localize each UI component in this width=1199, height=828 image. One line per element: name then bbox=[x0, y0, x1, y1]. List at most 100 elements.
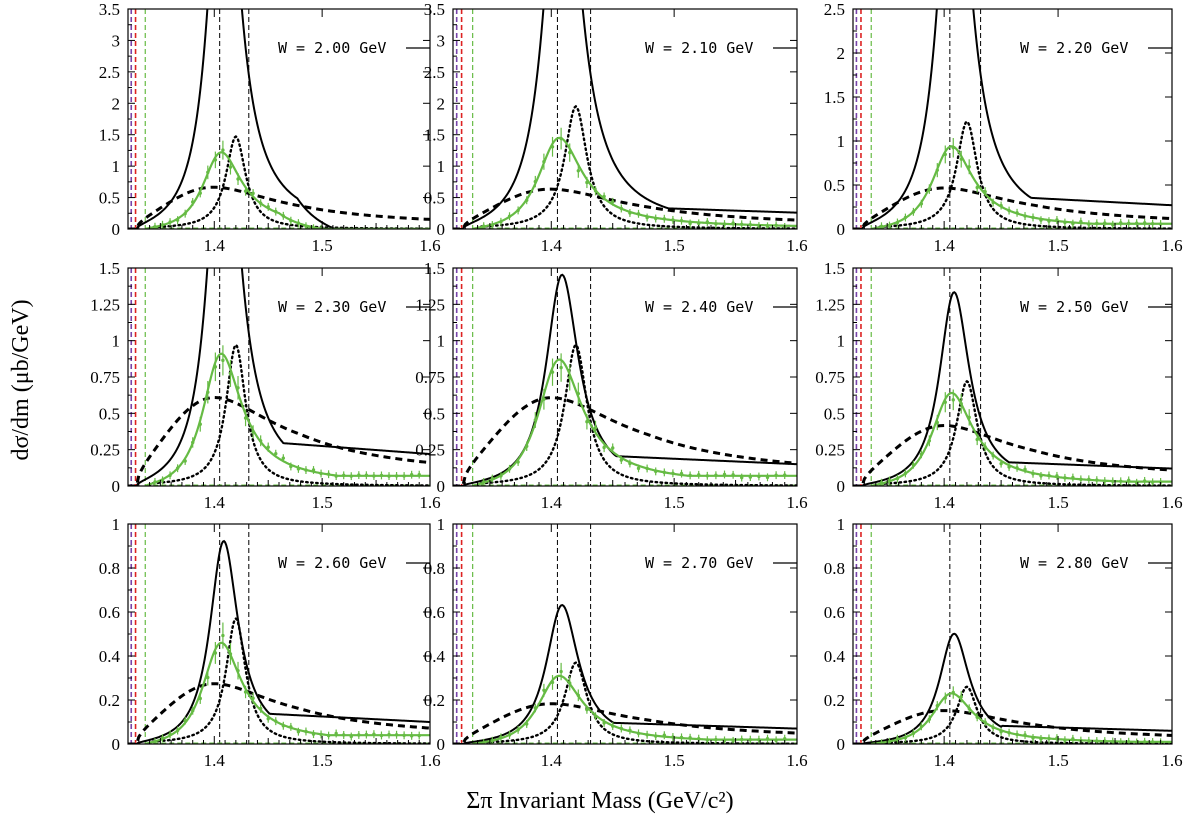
data-point bbox=[602, 445, 606, 450]
w-label: W = 2.60 GeV bbox=[278, 554, 386, 572]
plot-area bbox=[853, 524, 1172, 744]
data-point bbox=[191, 440, 195, 445]
y-tick-label: 1 bbox=[837, 332, 846, 351]
x-tick-label: 1.6 bbox=[786, 751, 807, 770]
y-tick-label: 0 bbox=[112, 477, 121, 496]
y-tick-label: 0.4 bbox=[424, 647, 446, 666]
data-point bbox=[951, 690, 955, 695]
data-point bbox=[611, 446, 615, 450]
x-tick-label: 1.6 bbox=[419, 751, 440, 770]
data-point bbox=[697, 473, 701, 477]
data-point bbox=[175, 728, 180, 733]
data-point bbox=[679, 471, 684, 476]
data-point bbox=[1079, 219, 1083, 224]
data-point bbox=[1150, 221, 1155, 226]
data-point bbox=[951, 398, 955, 402]
data-point bbox=[783, 736, 787, 741]
x-tick-label: 1.4 bbox=[204, 751, 226, 770]
data-point bbox=[740, 475, 744, 480]
x-tick-label: 1.5 bbox=[312, 236, 333, 255]
solid-curve bbox=[128, 539, 430, 744]
data-point bbox=[911, 731, 916, 736]
y-tick-label: 1.5 bbox=[424, 259, 445, 278]
data-point bbox=[236, 386, 240, 390]
y-tick-label: 1 bbox=[837, 515, 846, 534]
panel-5: 0 0.25 0.5 0.75 1 1.25 1.5 1.4 1.5 1.6 W = 2.40 Ge… bbox=[415, 259, 807, 512]
data-point bbox=[1047, 473, 1051, 478]
data-point bbox=[394, 733, 399, 737]
y-tick-label: 0.4 bbox=[99, 647, 121, 666]
data-point bbox=[175, 218, 180, 222]
data-point bbox=[160, 223, 165, 227]
data-point bbox=[1047, 736, 1051, 741]
y-tick-label: 0.5 bbox=[99, 189, 120, 208]
y-tick-label: 0 bbox=[437, 735, 446, 754]
dashed-curve bbox=[128, 185, 430, 229]
data-point bbox=[654, 734, 658, 738]
solid-curve bbox=[453, 9, 797, 229]
solid-curve bbox=[128, 9, 430, 229]
data-point bbox=[879, 224, 884, 228]
y-tick-label: 0.4 bbox=[824, 647, 846, 666]
y-tick-label: 0.75 bbox=[90, 368, 120, 387]
x-tick-label: 1.6 bbox=[419, 236, 440, 255]
data-point bbox=[935, 420, 940, 425]
data-point bbox=[319, 471, 323, 476]
x-tick-label: 1.4 bbox=[541, 236, 563, 255]
y-tick-label: 0 bbox=[112, 220, 121, 239]
data-point bbox=[967, 706, 971, 711]
data-point bbox=[1150, 480, 1155, 484]
data-point bbox=[983, 189, 987, 194]
data-point bbox=[1119, 740, 1123, 744]
y-tick-label: 1 bbox=[437, 332, 446, 351]
data-point bbox=[731, 221, 735, 225]
panel-7: 0 0.2 0.4 0.6 0.8 1 1.4 1.5 1.6 W = 2.60 GeV bbox=[99, 515, 441, 770]
data-point bbox=[296, 221, 301, 225]
data-point bbox=[679, 735, 684, 740]
data-point bbox=[160, 478, 165, 483]
dotted-curve bbox=[874, 120, 1172, 229]
data-point bbox=[593, 189, 598, 193]
data-point bbox=[688, 736, 692, 740]
data-point bbox=[153, 480, 157, 484]
dashed-curve bbox=[853, 186, 1172, 229]
data-point bbox=[183, 459, 187, 463]
data-point bbox=[705, 738, 710, 742]
data-point bbox=[1071, 221, 1075, 226]
y-tick-label: 3.5 bbox=[99, 0, 120, 19]
dashed-curve bbox=[453, 187, 797, 229]
data-point bbox=[983, 445, 987, 449]
data-point bbox=[349, 474, 353, 478]
data-point bbox=[585, 420, 589, 424]
y-tick-label: 0 bbox=[112, 735, 121, 754]
data-point bbox=[525, 198, 529, 202]
data-point bbox=[533, 706, 538, 710]
w-label: W = 2.70 GeV bbox=[645, 554, 753, 572]
data-point bbox=[765, 224, 770, 229]
data-point bbox=[1039, 218, 1043, 222]
data-point bbox=[198, 696, 202, 701]
y-tick-label: 0.5 bbox=[824, 404, 845, 423]
data-point bbox=[221, 633, 225, 638]
dashed-curve bbox=[853, 424, 1172, 486]
data-point bbox=[1023, 214, 1027, 218]
data-point bbox=[289, 219, 293, 223]
data-point bbox=[266, 205, 270, 209]
data-point bbox=[879, 480, 884, 485]
data-point bbox=[319, 732, 323, 737]
data-point bbox=[1063, 476, 1067, 480]
data-point bbox=[191, 200, 195, 204]
data-point bbox=[967, 415, 971, 420]
data-point bbox=[394, 474, 399, 478]
data-point bbox=[533, 418, 538, 422]
data-point bbox=[183, 211, 187, 216]
data-point bbox=[1063, 220, 1067, 225]
data-point bbox=[153, 225, 157, 229]
y-tick-label: 0.8 bbox=[99, 559, 120, 578]
data-point bbox=[559, 365, 563, 370]
data-point bbox=[507, 733, 512, 737]
y-tick-label: 1.5 bbox=[824, 259, 845, 278]
data-point bbox=[206, 170, 210, 175]
data-point bbox=[409, 734, 414, 738]
data-point bbox=[903, 471, 908, 476]
